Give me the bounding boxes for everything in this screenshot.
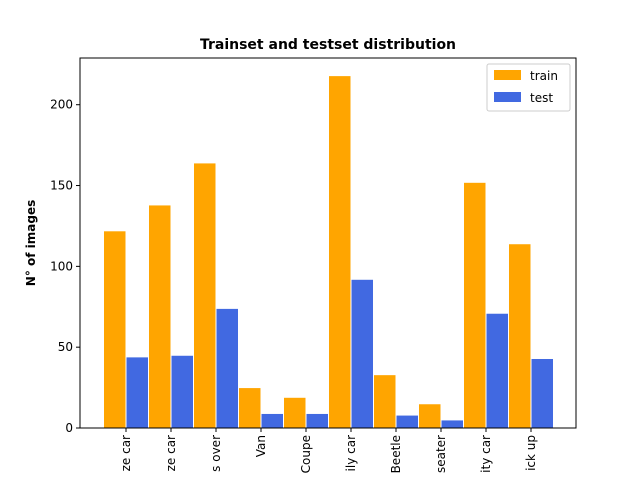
x-tick-label-7: seater (434, 435, 448, 473)
legend-label-train: train (530, 69, 558, 83)
bar-test-6 (395, 414, 419, 429)
bar-test-9 (530, 357, 554, 429)
bar-train-9 (508, 243, 532, 429)
bars-group (103, 75, 554, 429)
legend-swatch-train (494, 70, 521, 80)
bar-test-3 (260, 412, 284, 429)
bar-train-1 (148, 204, 172, 429)
bar-train-5 (328, 75, 352, 429)
bar-train-4 (283, 396, 307, 429)
bar-train-7 (418, 403, 442, 429)
bar-test-0 (125, 356, 149, 429)
legend-swatch-test (494, 92, 521, 102)
x-tick-label-0: ze car (119, 435, 133, 471)
chart-title: Trainset and testset distribution (200, 37, 456, 53)
y-tick-label-4: 200 (50, 98, 73, 112)
x-tick-label-9: ick up (524, 435, 538, 471)
legend: train test (486, 63, 571, 112)
x-tick-label-2: s over (209, 435, 223, 472)
y-tick-label-3: 150 (50, 179, 73, 193)
bar-test-5 (350, 278, 374, 429)
bar-test-7 (440, 419, 464, 429)
plot-frame (79, 57, 577, 429)
bar-train-0 (103, 230, 127, 429)
bar-test-4 (305, 412, 329, 429)
x-tick-label-8: ity car (479, 435, 493, 473)
bar-train-3 (238, 387, 262, 429)
x-tick-label-4: Coupe (299, 435, 313, 473)
y-tick-label-1: 50 (58, 340, 73, 354)
x-tick-label-5: ily car (344, 435, 358, 472)
y-axis: 0 50 100 150 200 (50, 98, 80, 435)
x-tick-label-6: Beetle (389, 435, 403, 473)
bar-train-8 (463, 181, 487, 429)
y-tick-label-0: 0 (65, 421, 73, 435)
bar-test-8 (485, 312, 509, 429)
bar-train-6 (373, 374, 397, 429)
bar-train-2 (193, 162, 217, 429)
bar-test-1 (170, 354, 194, 429)
y-tick-label-2: 100 (50, 259, 73, 273)
x-tick-label-3: Van (254, 435, 268, 457)
y-axis-label: N° of images (24, 200, 38, 286)
x-axis: ze car ze car s over Van Coupe ily car Beetle s… (119, 428, 538, 473)
x-tick-label-1: ze car (164, 435, 178, 471)
legend-label-test: test (530, 91, 553, 105)
bar-test-2 (215, 307, 239, 429)
